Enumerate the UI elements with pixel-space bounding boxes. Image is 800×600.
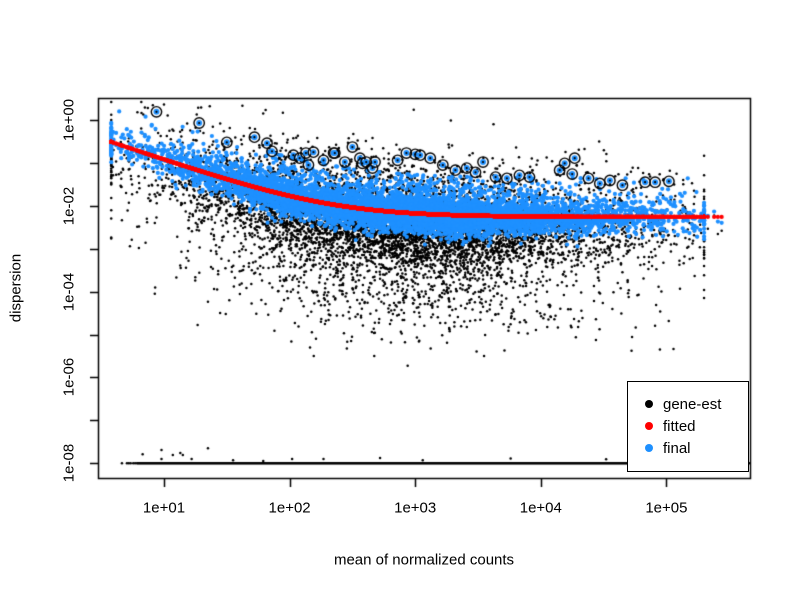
- y-tick-label: 1e-08: [60, 444, 78, 483]
- x-tick-label: 1e+02: [268, 499, 311, 517]
- legend-label-fitted: fitted: [663, 417, 696, 435]
- x-axis-label: mean of normalized counts: [333, 551, 515, 569]
- legend-item-final: final: [638, 437, 748, 459]
- y-tick-label: 1e-02: [60, 186, 78, 225]
- y-axis-label: dispersion: [7, 253, 25, 323]
- legend-item-gene-est: gene-est: [638, 393, 748, 415]
- legend-label-gene-est: gene-est: [663, 395, 722, 413]
- y-tick-label: 1e-06: [60, 358, 78, 397]
- gene-est-dot-icon: [645, 400, 653, 408]
- x-tick-label: 1e+05: [645, 499, 688, 517]
- legend-label-final: final: [663, 439, 691, 457]
- x-tick-label: 1e+04: [519, 499, 562, 517]
- x-tick-label: 1e+01: [142, 499, 186, 517]
- y-tick-label: 1e+00: [60, 98, 78, 142]
- fitted-dot-icon: [645, 422, 653, 430]
- y-tick-label: 1e-04: [60, 272, 78, 311]
- legend-box: gene-est fitted final: [627, 381, 749, 472]
- x-tick-label: 1e+03: [394, 499, 437, 517]
- legend-item-fitted: fitted: [638, 415, 748, 437]
- final-dot-icon: [645, 444, 653, 452]
